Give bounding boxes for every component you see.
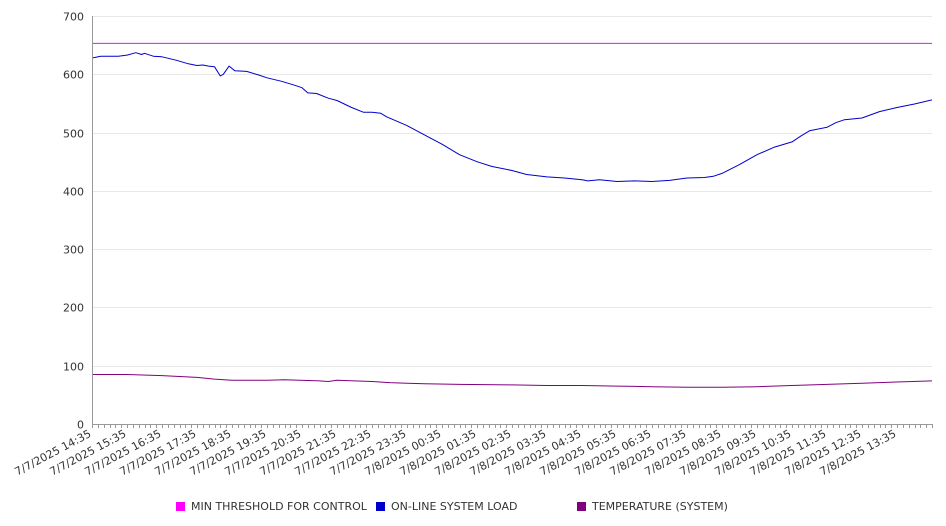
y-tick-label: 700 — [63, 11, 84, 24]
y-tick-label: 100 — [63, 361, 84, 374]
y-tick-label: 600 — [63, 69, 84, 82]
legend-swatch — [176, 501, 185, 511]
y-tick-label: 200 — [63, 302, 84, 315]
legend-item: ON-LINE SYSTEM LOAD — [376, 498, 517, 514]
legend-label: ON-LINE SYSTEM LOAD — [391, 499, 518, 513]
series-line-temperature-system — [92, 374, 932, 388]
y-tick-label: 500 — [63, 128, 84, 141]
legend-item: TEMPERATURE (SYSTEM) — [577, 498, 728, 514]
legend-item: MIN THRESHOLD FOR CONTROL — [176, 498, 367, 514]
y-tick-label: 0 — [77, 419, 84, 432]
legend-label: TEMPERATURE (SYSTEM) — [592, 499, 728, 513]
series-line-on-line-system-load — [92, 52, 932, 182]
y-tick-label: 300 — [63, 244, 84, 257]
grid — [92, 16, 932, 367]
legend-label: MIN THRESHOLD FOR CONTROL — [191, 499, 367, 513]
series-lines — [92, 42, 932, 388]
y-tick-label: 400 — [63, 186, 84, 199]
legend-swatch — [577, 501, 586, 511]
legend-swatch — [376, 501, 385, 511]
